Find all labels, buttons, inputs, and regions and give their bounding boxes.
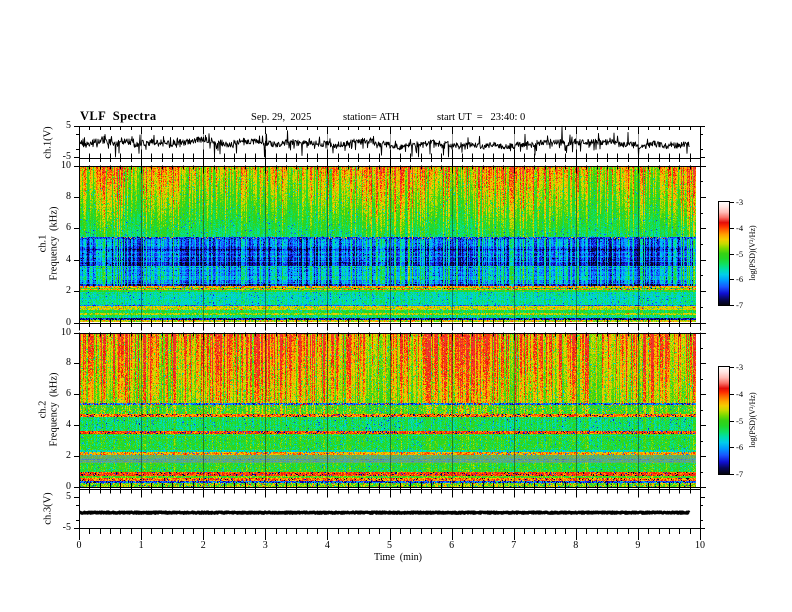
ch1-waveform-trace	[79, 125, 690, 158]
ch2-spec-ytick-label: 4	[66, 419, 71, 431]
date-label: Sep. 29, 2025	[251, 112, 312, 123]
ch2-spectrogram-panel-border	[79, 333, 701, 488]
ch2-spec-ytick-label: 6	[66, 388, 71, 400]
ch2-spec-ytick-label: 0	[66, 481, 71, 492]
ch1-spec-ytick-label: 10	[61, 159, 71, 171]
colorbar1-tick-label: -7	[736, 300, 744, 310]
ch1-spec-ytick-label: 8	[66, 190, 71, 202]
x-tick-label: 10	[695, 540, 705, 551]
colorbar2-border	[718, 366, 730, 475]
x-tick-label: 1	[138, 540, 144, 551]
ch1-spectrogram-heatmap	[80, 166, 700, 322]
x-tick-label: 4	[324, 540, 330, 551]
ch3-waveform-trace	[78, 510, 691, 515]
x-tick-label: 2	[200, 540, 206, 551]
figure-title: VLF Spectra	[80, 109, 157, 123]
x-tick-label: 8	[573, 540, 579, 551]
colorbar1-border	[718, 201, 730, 306]
ch1-spec-ytick-label: 6	[66, 222, 71, 234]
x-tick-label: 7	[511, 540, 517, 551]
ch1-wave-ytick-label: 5	[66, 120, 71, 132]
ch1-spec-ytick-label: 4	[66, 253, 71, 265]
colorbar1-tick-label: -5	[736, 248, 744, 259]
ch1-wave-ytick-label: -5	[62, 150, 71, 162]
colorbar2-tick-label: -3	[736, 362, 744, 372]
x-tick-label: 6	[449, 540, 455, 551]
station-label: station= ATH	[343, 112, 400, 123]
x-tick-label: 0	[76, 540, 82, 551]
x-axis-title: Time (min)	[374, 552, 422, 563]
ch2-spec-ytick-label: 8	[66, 357, 71, 369]
ch2-spectrogram-heatmap	[80, 333, 700, 487]
ch1-spectrogram-panel-border	[79, 166, 701, 324]
ch3-wave-ytick-label: 5	[66, 491, 71, 503]
x-tick-label: 3	[262, 540, 268, 551]
colorbar2-tick-label: -5	[736, 415, 744, 426]
x-tick-label: 9	[635, 540, 641, 551]
colorbar1-tick-label: -6	[736, 274, 744, 285]
start-ut-label: start UT = 23:40: 0	[437, 112, 526, 123]
ch1-spec-ytick-label: 0	[66, 316, 71, 328]
colorbar2-tick-label: -6	[736, 442, 744, 453]
ch1-spec-ytick-label: 2	[66, 285, 71, 297]
colorbar2-gradient	[719, 367, 729, 474]
colorbar1-gradient	[719, 202, 729, 305]
colorbar1-tick-label: -4	[736, 222, 744, 233]
colorbar2-tick-label: -7	[736, 469, 744, 479]
ch2-spec-ytick-label: 10	[61, 326, 71, 338]
x-tick-label: 5	[387, 540, 392, 551]
colorbar1-tick-label: -3	[736, 197, 744, 207]
ch2-spec-ytick-label: 2	[66, 450, 71, 462]
ch3-wave-ytick-label: -5	[62, 522, 71, 533]
colorbar2-tick-label: -4	[736, 388, 744, 399]
